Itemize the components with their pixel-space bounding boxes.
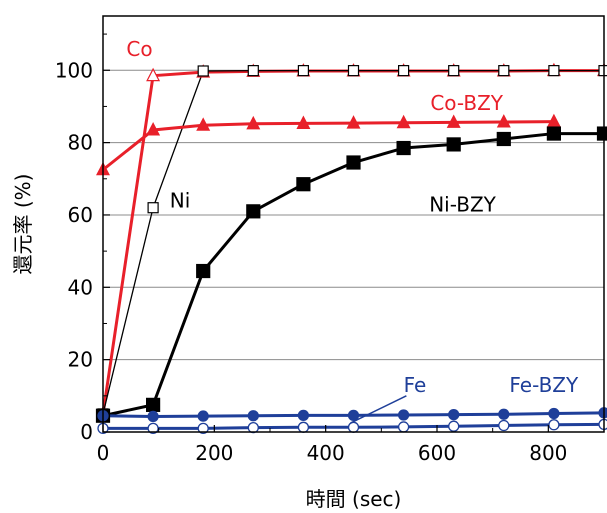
data-point-co-bzy-4 xyxy=(296,115,311,129)
data-point-ni-4 xyxy=(297,65,309,77)
data-point-fe-4 xyxy=(297,421,310,433)
tick-label-x-0: 0 xyxy=(97,441,110,465)
data-point-fe-bzy-5 xyxy=(347,409,360,422)
data-point-ni-bzy-10 xyxy=(596,126,607,141)
axis-tick-labels: 0 20 40 60 80 100 0 200 400 600 800 xyxy=(55,58,568,465)
x-axis-title: 時間 (sec) xyxy=(306,487,402,511)
data-point-ni-bzy-3 xyxy=(246,204,261,219)
data-point-co-1 xyxy=(146,67,161,82)
series-label-ni: Ni xyxy=(170,189,191,213)
data-point-fe-1 xyxy=(147,422,159,435)
axis-ticks xyxy=(102,33,549,433)
data-point-fe-bzy-8 xyxy=(498,408,510,420)
data-point-fe-5 xyxy=(347,421,360,433)
data-point-fe-bzy-3 xyxy=(247,410,259,422)
data-point-fe-6 xyxy=(397,421,410,433)
data-point-fe-9 xyxy=(548,419,560,431)
tick-label-y-0: 0 xyxy=(80,420,93,444)
data-point-fe-10 xyxy=(598,418,607,431)
tick-label-y-60: 60 xyxy=(68,203,93,227)
gridlines xyxy=(103,69,604,361)
series-label-co-bzy: Co-BZY xyxy=(430,91,503,115)
data-point-co-bzy-8 xyxy=(496,114,511,128)
data-point-ni-bzy-6 xyxy=(396,140,411,156)
data-point-ni-bzy-7 xyxy=(446,137,461,152)
data-point-ni-bzy-1 xyxy=(146,397,161,412)
fe-label-pointer xyxy=(350,395,407,424)
series-label-ni-bzy: Ni-BZY xyxy=(429,192,496,216)
data-point-ni-9 xyxy=(548,65,560,77)
data-point-fe-bzy-4 xyxy=(297,409,310,422)
data-point-ni-2 xyxy=(197,65,209,77)
data-point-ni-bzy-4 xyxy=(296,177,311,192)
tick-label-y-80: 80 xyxy=(68,131,93,155)
data-point-fe-bzy-7 xyxy=(448,408,460,421)
data-point-ni-bzy-2 xyxy=(196,263,211,279)
tick-label-x-400: 400 xyxy=(307,441,345,465)
data-point-ni-bzy-8 xyxy=(496,131,511,147)
tick-label-y-20: 20 xyxy=(68,348,93,372)
tick-label-y-40: 40 xyxy=(68,275,93,299)
tick-label-x-200: 200 xyxy=(195,441,233,465)
plot-frame xyxy=(102,15,605,433)
data-point-co-bzy-5 xyxy=(346,115,361,129)
data-point-fe-8 xyxy=(498,419,510,432)
data-point-ni-3 xyxy=(247,65,259,77)
tick-label-y-100: 100 xyxy=(55,58,93,82)
data-point-co-bzy-1 xyxy=(146,122,161,136)
tick-label-x-600: 600 xyxy=(418,441,456,465)
data-point-co-bzy-2 xyxy=(196,117,211,131)
data-point-fe-7 xyxy=(448,420,460,432)
series-line-co-bzy xyxy=(102,120,554,171)
data-point-ni-5 xyxy=(347,65,360,77)
data-point-fe-bzy-9 xyxy=(548,407,560,420)
data-point-co-bzy-6 xyxy=(396,114,411,129)
data-point-fe-bzy-6 xyxy=(397,409,410,421)
data-point-co-bzy-3 xyxy=(246,115,261,130)
data-point-co-bzy-7 xyxy=(446,114,461,128)
tick-label-x-800: 800 xyxy=(529,441,567,465)
data-point-fe-bzy-10 xyxy=(598,407,607,419)
data-point-fe-3 xyxy=(247,422,259,434)
data-point-ni-8 xyxy=(498,65,510,77)
data-point-ni-bzy-9 xyxy=(546,126,562,141)
series-label-fe-bzy: Fe-BZY xyxy=(509,373,579,397)
data-point-ni-1 xyxy=(147,202,159,214)
data-point-fe-2 xyxy=(197,422,209,435)
data-point-fe-bzy-1 xyxy=(147,410,159,423)
series-label-fe: Fe xyxy=(404,373,427,397)
y-axis-title: 還元率 (%) xyxy=(11,174,35,275)
data-point-ni-bzy-5 xyxy=(346,155,361,170)
series-label-co: Co xyxy=(126,37,152,61)
data-point-fe-bzy-2 xyxy=(197,410,209,422)
data-point-ni-10 xyxy=(598,65,607,77)
data-point-ni-7 xyxy=(448,65,460,77)
data-point-ni-6 xyxy=(398,65,410,77)
